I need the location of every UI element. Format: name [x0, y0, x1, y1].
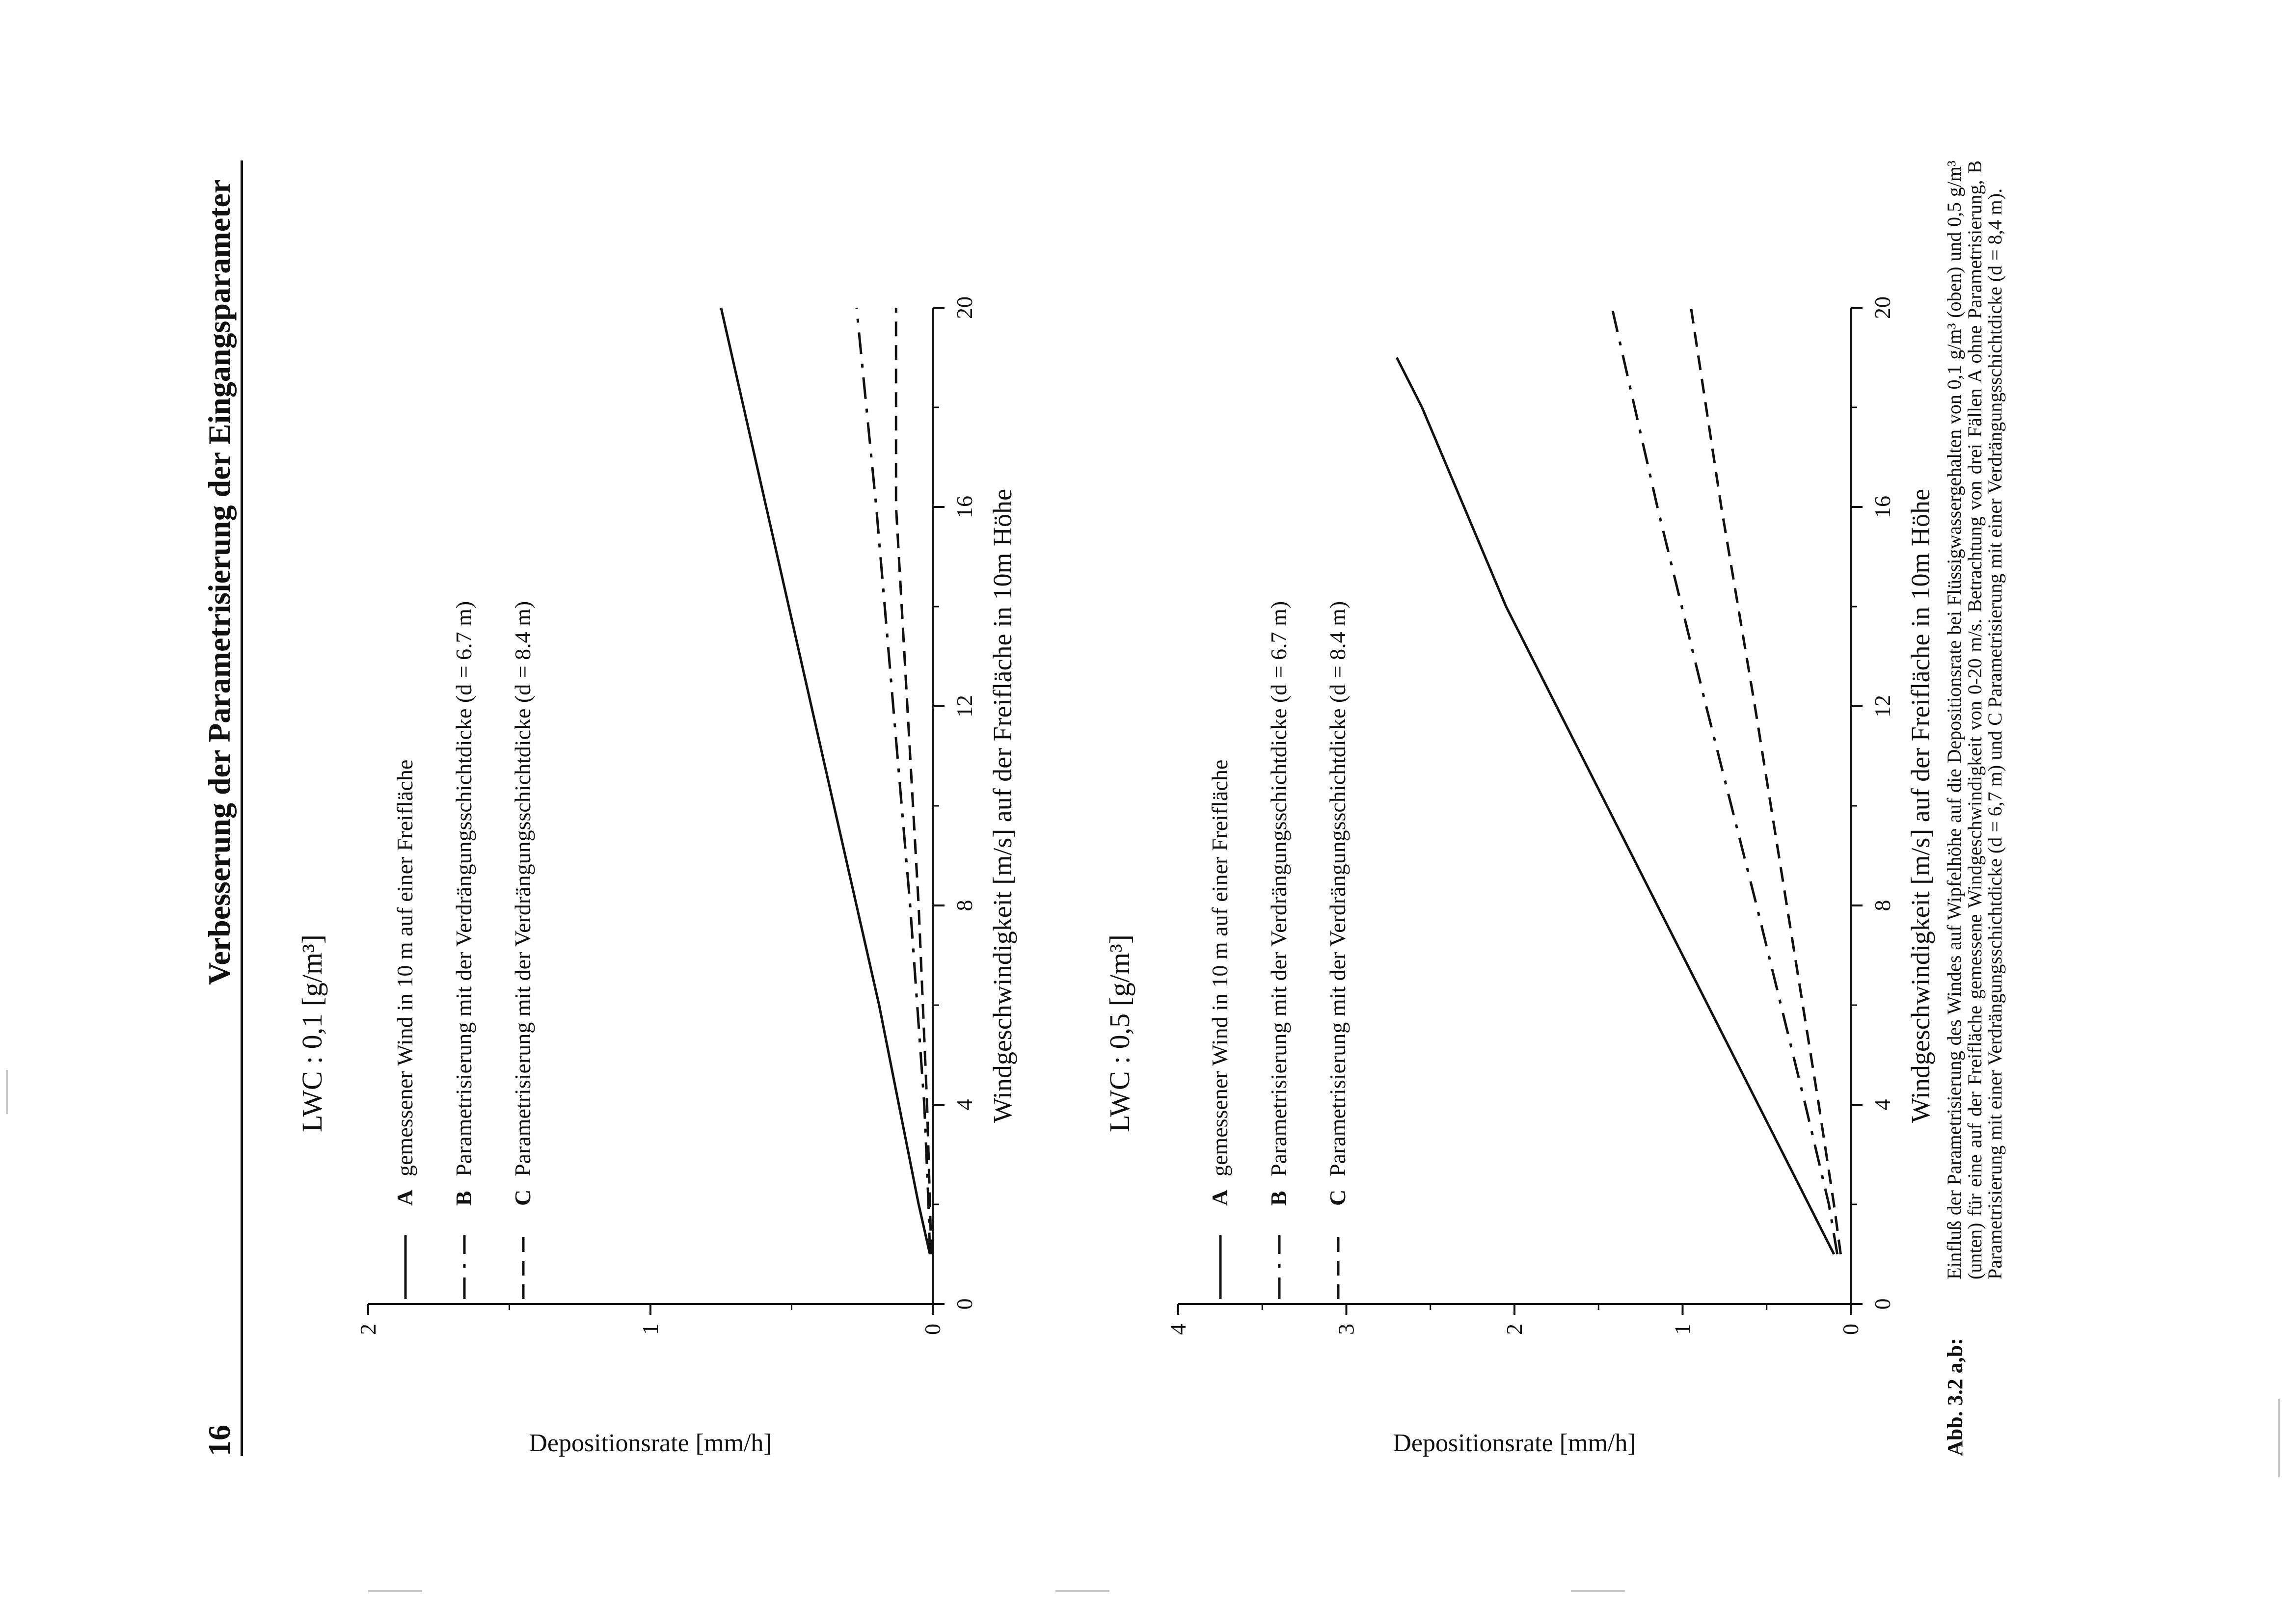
series-A-line [720, 307, 931, 1255]
scan-edge-mark [368, 1590, 422, 1592]
legend-label-A: gemessener Wind in 10 m auf einer Freifl… [1207, 760, 1232, 1176]
chart-title: LWC : 0,5 [g/m³] [1104, 934, 1135, 1132]
y-axis-label: Depositionsrate [mm/h] [529, 1429, 772, 1457]
scan-edge-mark [1055, 1590, 1109, 1592]
y-tick-label: 2 [355, 1324, 380, 1335]
caption-text: Einfluß der Parametrisierung des Windes … [1943, 160, 2006, 1279]
legend-letter-C: C [510, 1190, 535, 1206]
legend-label-C: Parametrisierung mit der Verdrängungssch… [1325, 601, 1350, 1176]
legend-label-A: gemessener Wind in 10 m auf einer Freifl… [392, 760, 417, 1176]
x-tick-label: 20 [1870, 296, 1895, 319]
chart-title: LWC : 0,1 [g/m³] [296, 934, 328, 1132]
legend-letter-B: B [451, 1191, 476, 1206]
x-tick-label: 0 [1870, 1299, 1895, 1310]
x-tick-label: 12 [952, 695, 977, 718]
series-C-line [894, 308, 933, 1254]
scan-edge-mark [6, 1070, 8, 1114]
series-lines [720, 307, 933, 1255]
x-tick-label: 4 [952, 1099, 977, 1111]
series-B-line [1611, 307, 1839, 1254]
scan-edge-mark [1571, 1590, 1625, 1592]
legend-label-C: Parametrisierung mit der Verdrängungssch… [510, 601, 535, 1176]
y-tick-label: 1 [1670, 1324, 1695, 1335]
legend-letter-A: A [1207, 1190, 1232, 1206]
series-A-line [1395, 357, 1836, 1255]
page-number: 16 [202, 1425, 237, 1456]
y-tick-label: 0 [1838, 1324, 1863, 1335]
series-B-line [855, 307, 931, 1254]
x-tick-label: 16 [1870, 496, 1895, 518]
x-tick-label: 8 [952, 900, 977, 911]
x-axis-label: Windgeschwindigkeit [m/s] auf der Freifl… [1906, 489, 1935, 1123]
caption-label: Abb. 3.2 a,b: [1943, 1338, 1967, 1456]
x-tick-label: 12 [1870, 695, 1895, 718]
x-tick-label: 16 [952, 496, 977, 518]
legend-letter-A: A [392, 1190, 417, 1206]
legend-letter-C: C [1325, 1190, 1350, 1206]
y-tick-label: 4 [1165, 1324, 1190, 1335]
y-tick-label: 3 [1334, 1324, 1359, 1335]
scan-edge-mark [2278, 1399, 2280, 1477]
running-title: Verbesserung der Parametrisierung der Ei… [202, 179, 237, 985]
header-rule [241, 160, 243, 1456]
legend-letter-B: B [1266, 1191, 1291, 1206]
series-C-line [1690, 307, 1842, 1254]
x-tick-label: 20 [952, 296, 977, 319]
x-axis-label: Windgeschwindigkeit [m/s] auf der Freifl… [988, 489, 1017, 1123]
y-tick-label: 1 [638, 1324, 663, 1335]
y-axis-label: Depositionsrate [mm/h] [1393, 1429, 1636, 1457]
legend-label-B: Parametrisierung mit der Verdrängungssch… [451, 601, 476, 1176]
x-tick-label: 4 [1870, 1099, 1895, 1111]
x-tick-label: 8 [1870, 900, 1895, 911]
legend-label-B: Parametrisierung mit der Verdrängungssch… [1266, 601, 1291, 1176]
x-tick-label: 0 [952, 1299, 977, 1310]
series-lines [1395, 307, 1842, 1255]
y-tick-label: 2 [1502, 1324, 1527, 1335]
y-tick-label: 0 [920, 1324, 945, 1335]
